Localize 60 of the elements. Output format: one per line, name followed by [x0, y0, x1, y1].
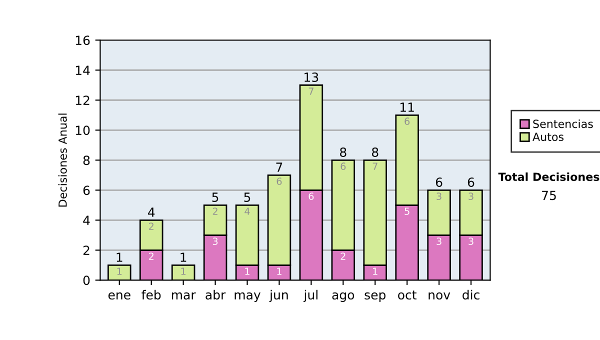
x-tick-label: jun [269, 290, 288, 302]
total-label: 1 [180, 252, 186, 262]
x-tick-label: mar [172, 292, 196, 300]
data-label: 6 [340, 162, 346, 170]
x-tick-label: oct [398, 290, 416, 300]
data-label: 6 [404, 118, 410, 125]
x-tick-label: may [234, 292, 260, 302]
x-tick-label: jul [304, 290, 318, 302]
data-label: 1 [117, 268, 122, 275]
data-label: 2 [148, 252, 154, 260]
y-tick-label: 12 [76, 96, 90, 105]
y-tick-label: 10 [76, 126, 90, 136]
y-tick-label: 2 [83, 246, 90, 255]
x-tick-label: ene [108, 292, 130, 300]
text: 75 [542, 190, 556, 200]
data-label: 2 [212, 208, 218, 215]
data-label: 1 [373, 268, 378, 275]
y-tick-label: 4 [83, 216, 90, 225]
x-tick-label: dic [462, 290, 480, 300]
total-label: 4 [148, 208, 155, 217]
data-label: 1 [181, 268, 186, 275]
x-tick-label: nov [428, 292, 450, 300]
total-label: 5 [212, 192, 218, 202]
total-label: 13 [304, 72, 318, 82]
data-label: 4 [244, 208, 250, 215]
x-tick-label: ago [332, 292, 354, 302]
text: Total Decisiones [498, 172, 600, 182]
legend-label: Sentencias [533, 119, 593, 128]
total-label: 5 [244, 192, 250, 202]
y-tick-label: 6 [83, 186, 90, 196]
y-axis-title: Decisiones Anual [58, 114, 67, 207]
data-label: 2 [340, 252, 346, 260]
data-label: 1 [245, 268, 250, 275]
data-label: 7 [308, 88, 314, 95]
total-label: 6 [436, 178, 442, 187]
y-tick-label: 14 [76, 66, 90, 75]
total-label: 1 [116, 252, 122, 262]
total-label: 8 [372, 148, 378, 157]
data-label: 3 [468, 238, 474, 245]
x-tick-label: sep [364, 292, 386, 302]
total-label: 11 [400, 102, 414, 112]
data-label: 3 [212, 238, 218, 245]
data-label: 6 [308, 192, 314, 200]
data-label: 2 [148, 222, 154, 230]
data-label: 7 [372, 162, 378, 170]
legend-label: Autos [532, 132, 564, 142]
total-label: 6 [468, 178, 474, 187]
data-label: 3 [436, 238, 442, 245]
data-label: 5 [404, 208, 410, 215]
x-tick-label: feb [142, 290, 161, 300]
total-label: 8 [340, 148, 346, 157]
y-tick-label: 0 [83, 276, 90, 286]
data-label: 6 [276, 178, 282, 185]
y-tick-label: 8 [83, 156, 90, 166]
y-tick-label: 16 [76, 36, 90, 46]
x-tick-label: abr [206, 290, 226, 300]
data-label: 1 [277, 268, 282, 275]
total-label: 7 [276, 162, 282, 172]
data-label: 3 [436, 192, 442, 200]
data-label: 3 [468, 192, 474, 200]
